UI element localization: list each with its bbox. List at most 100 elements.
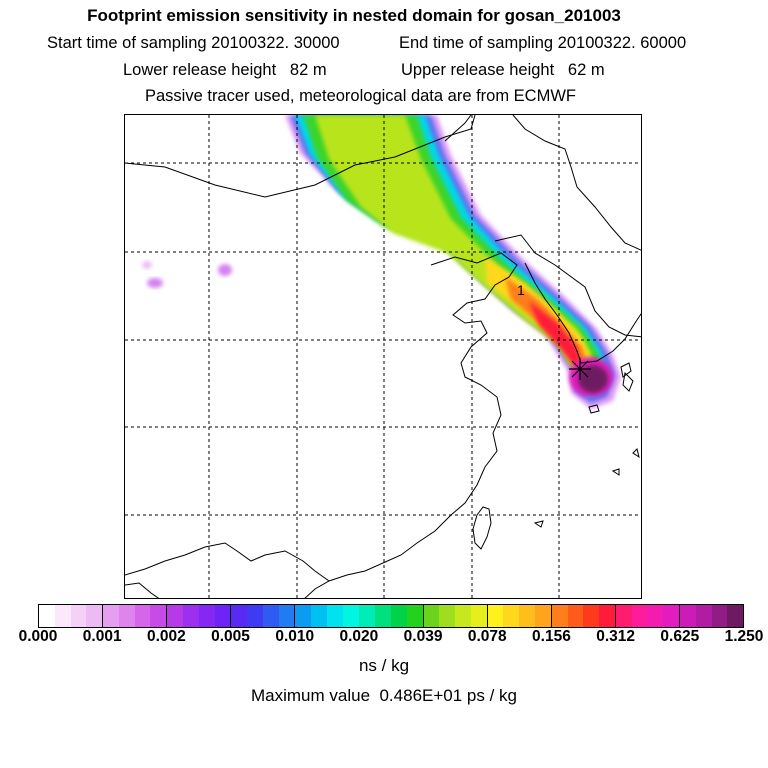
colorbar-swatch (86, 605, 103, 627)
colorbar-tick-label: 0.002 (146, 628, 186, 645)
jeju (588, 404, 600, 414)
colorbar-swatch (54, 605, 71, 627)
lat-lon-grid (125, 115, 641, 598)
colorbar-swatch (70, 605, 87, 627)
plot-title: Footprint emission sensitivity in nested… (87, 6, 621, 25)
colorbar-swatch (455, 605, 471, 627)
colorbar-tick-label: 0.078 (467, 628, 507, 645)
plume-patch-3 (142, 261, 152, 269)
colorbar-tick-label: 1.250 (724, 628, 764, 645)
border-southwest (125, 582, 160, 598)
upper-release-height-label: Upper release height 62 m (401, 61, 605, 79)
colorbar-tick-label: 0.000 (18, 628, 58, 645)
colorbar-segment (103, 605, 168, 627)
tracer-info-label: Passive tracer used, meteorological data… (145, 87, 576, 105)
lower-release-height-label: Lower release height 82 m (123, 61, 327, 79)
china-south-border (125, 542, 330, 582)
colorbar-swatch (231, 605, 248, 627)
taiwan (472, 506, 492, 550)
colorbar (38, 604, 744, 628)
colorbar-swatch (567, 605, 584, 627)
colorbar-segment (679, 605, 744, 627)
colorbar-tick-label: 0.001 (82, 628, 122, 645)
colorbar-swatch (326, 605, 343, 627)
colorbar-tick-label: 0.010 (275, 628, 315, 645)
colorbar-segment (167, 605, 232, 627)
plume-patch-1 (147, 278, 163, 288)
border-north (125, 115, 476, 198)
colorbar-segment (359, 605, 424, 627)
coast-bohai (304, 252, 518, 598)
colorbar-segment (295, 605, 360, 627)
colorbar-swatch (470, 605, 487, 627)
coast-korea-south (580, 313, 641, 364)
footprint-map: 1 (124, 114, 642, 599)
colorbar-swatch (406, 605, 423, 627)
colorbar-tick-label: 0.312 (596, 628, 636, 645)
colorbar-swatch (311, 605, 327, 627)
colorbar-swatch (295, 605, 312, 627)
colorbar-swatch (535, 605, 551, 627)
colorbar-swatch (599, 605, 615, 627)
colorbar-segment (423, 605, 488, 627)
colorbar-swatch (198, 605, 215, 627)
colorbar-swatch (695, 605, 712, 627)
plume-patch-2 (218, 264, 232, 276)
plume-lightgreen (315, 115, 595, 387)
colorbar-swatch (503, 605, 520, 627)
colorbar-swatch (39, 605, 55, 627)
colorbar-segment (487, 605, 552, 627)
colorbar-swatch (679, 605, 696, 627)
trajectory-marker-label: 1 (517, 282, 525, 298)
colorbar-swatch (375, 605, 392, 627)
colorbar-tick-label: 0.625 (660, 628, 700, 645)
colorbar-swatch (342, 605, 359, 627)
colorbar-swatch (727, 605, 744, 627)
plume-core-dark (578, 365, 608, 393)
colorbar-swatch (711, 605, 728, 627)
maximum-value-label: Maximum value 0.486E+01 ps / kg (251, 686, 517, 705)
border-korea-north (494, 234, 641, 338)
colorbar-swatch (118, 605, 135, 627)
coastlines (125, 115, 641, 598)
plume-red (529, 301, 581, 365)
sensitivity-plume (142, 115, 621, 409)
colorbar-swatch (647, 605, 664, 627)
receptor-marker (569, 358, 591, 380)
island-3 (533, 520, 544, 528)
colorbar-swatch (103, 605, 119, 627)
japan-fragment (620, 362, 634, 392)
colorbar-swatch (519, 605, 535, 627)
colorbar-swatch (439, 605, 456, 627)
colorbar-swatch (487, 605, 504, 627)
colorbar-swatch (134, 605, 151, 627)
colorbar-tick-label: 0.156 (532, 628, 571, 645)
colorbar-swatch (182, 605, 199, 627)
colorbar-swatch (631, 605, 648, 627)
colorbar-segment (39, 605, 104, 627)
island-1 (611, 468, 620, 476)
map-canvas: 1 (125, 115, 641, 598)
colorbar-swatch (391, 605, 407, 627)
colorbar-tick-label: 0.039 (403, 628, 443, 645)
colorbar-segment (615, 605, 680, 627)
start-time-label: Start time of sampling 20100322. 30000 (47, 34, 340, 52)
colorbar-swatch (167, 605, 183, 627)
colorbar-swatch (262, 605, 279, 627)
colorbar-swatch (150, 605, 167, 627)
colorbar-swatch (423, 605, 440, 627)
colorbar-swatch (551, 605, 568, 627)
border-northeast (444, 115, 641, 251)
colorbar-segment (231, 605, 296, 627)
colorbar-swatch (247, 605, 263, 627)
coast-korea-west (524, 262, 582, 364)
colorbar-swatch (583, 605, 600, 627)
colorbar-swatch (359, 605, 376, 627)
colorbar-swatch (214, 605, 231, 627)
colorbar-units: ns / kg (358, 656, 410, 675)
end-time-label: End time of sampling 20100322. 60000 (399, 34, 687, 52)
island-2 (632, 448, 640, 459)
colorbar-tick-label: 0.005 (211, 628, 250, 645)
colorbar-swatch (615, 605, 632, 627)
colorbar-swatch (663, 605, 679, 627)
